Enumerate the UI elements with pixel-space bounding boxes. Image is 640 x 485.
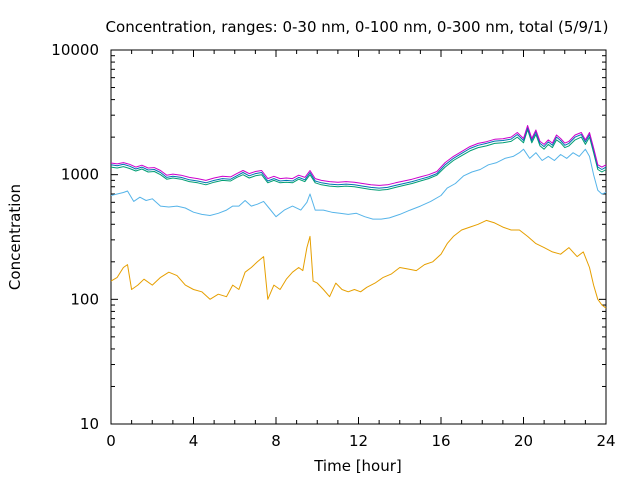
chart-title: Concentration, ranges: 0-30 nm, 0-100 nm… [106, 18, 609, 36]
y-tick-label: 1000 [61, 166, 99, 184]
series-line-0 [110, 219, 607, 309]
x-tick-label: 4 [189, 432, 199, 450]
x-tick-label: 16 [431, 432, 450, 450]
y-tick-label: 10000 [51, 41, 99, 59]
y-tick-labels: 10 100 1000 10000 [51, 41, 99, 433]
x-tick-label: 12 [349, 432, 368, 450]
y-tick-label: 10 [80, 415, 99, 433]
y-tick-label: 100 [70, 290, 99, 308]
x-tick-labels: 0 4 8 12 16 20 24 [106, 432, 615, 450]
x-tick-label: 0 [106, 432, 116, 450]
axis-ticks [110, 49, 607, 425]
series-line-4 [110, 125, 607, 186]
series-lines [110, 125, 607, 309]
series-line-1 [110, 148, 607, 220]
x-axis-label: Time [hour] [313, 457, 402, 475]
x-tick-label: 20 [514, 432, 533, 450]
series-line-3 [110, 126, 607, 189]
y-axis-label: Concentration [6, 184, 24, 290]
x-tick-label: 24 [596, 432, 615, 450]
plot-frame [110, 49, 607, 425]
series-line-2 [110, 129, 607, 191]
x-tick-label: 8 [271, 432, 281, 450]
